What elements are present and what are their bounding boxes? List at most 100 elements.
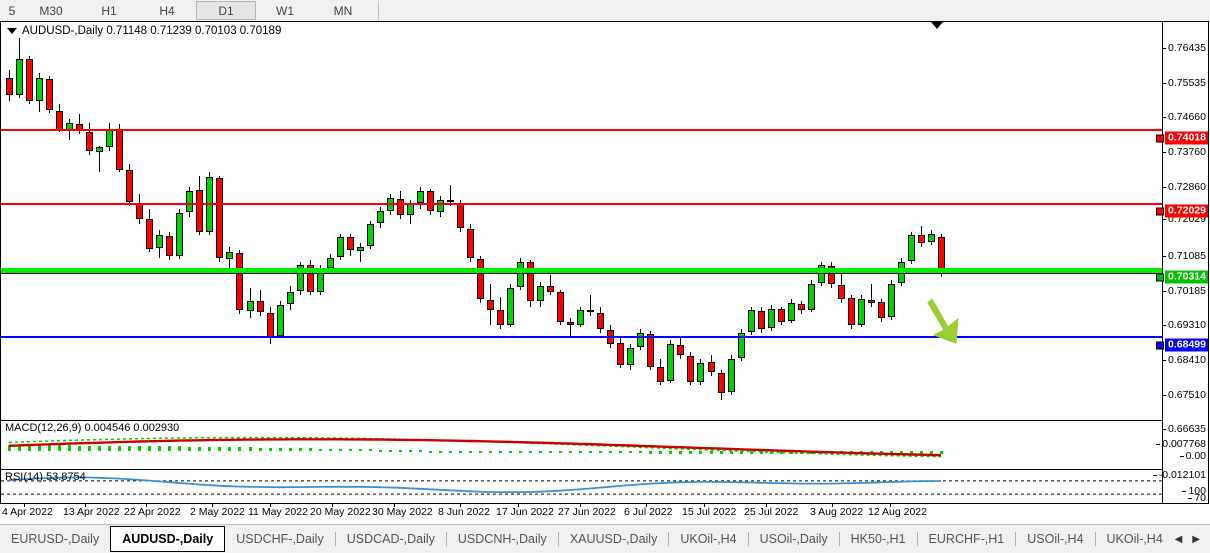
candle-body[interactable] — [627, 347, 634, 366]
timeframe-w1[interactable]: W1 — [276, 3, 294, 18]
candle-body[interactable] — [938, 237, 945, 274]
macd-pane[interactable]: MACD(12,26,9) 0.004546 0.002930 — [1, 420, 1162, 469]
candle-body[interactable] — [567, 322, 574, 326]
chart-frame[interactable]: AUDUSD-,Daily 0.71148 0.71239 0.70103 0.… — [0, 21, 1209, 525]
candle-body[interactable] — [788, 302, 795, 321]
candle-body[interactable] — [657, 367, 664, 382]
candle-body[interactable] — [397, 198, 404, 215]
candle-body[interactable] — [858, 299, 865, 325]
candle-body[interactable] — [106, 128, 113, 148]
candle-body[interactable] — [236, 252, 243, 311]
candle-body[interactable] — [6, 78, 13, 96]
price-badge-0.74018[interactable]: 0.74018 — [1156, 131, 1208, 145]
price-pane[interactable]: AUDUSD-,Daily 0.71148 0.71239 0.70103 0.… — [1, 22, 1162, 419]
candle-body[interactable] — [778, 309, 785, 322]
candle-body[interactable] — [878, 302, 885, 318]
down-arrow-annotation[interactable] — [926, 297, 971, 347]
chart-tab-ukoilh4[interactable]: UKOil-,H4 — [1106, 532, 1163, 546]
candle-body[interactable] — [367, 224, 374, 246]
level-handle[interactable] — [1156, 134, 1165, 142]
candle-body[interactable] — [798, 303, 805, 311]
candle-body[interactable] — [868, 299, 875, 303]
chart-tab-hk50h1[interactable]: HK50-,H1 — [850, 532, 906, 546]
candle-body[interactable] — [697, 362, 704, 383]
candle-body[interactable] — [908, 235, 915, 261]
tab-nav-prev-icon[interactable]: ◀ — [1174, 533, 1183, 545]
chart-tab-usdcaddaily[interactable]: USDCAD-,Daily — [346, 532, 435, 546]
level-handle[interactable] — [1156, 207, 1165, 215]
chart-tab-usoildaily[interactable]: USOil-,Daily — [759, 532, 828, 546]
candle-body[interactable] — [437, 199, 444, 212]
level-handle[interactable] — [1156, 273, 1165, 281]
candle-body[interactable] — [267, 313, 274, 337]
candle-body[interactable] — [647, 333, 654, 367]
candle-body[interactable] — [196, 189, 203, 232]
candle-body[interactable] — [637, 332, 644, 348]
candle-body[interactable] — [687, 356, 694, 382]
candle-body[interactable] — [347, 236, 354, 251]
candle-body[interactable] — [377, 211, 384, 224]
candle-body[interactable] — [116, 129, 123, 170]
timeframe-h1[interactable]: H1 — [101, 3, 117, 18]
candle-body[interactable] — [307, 264, 314, 292]
timeframe-mn[interactable]: MN — [333, 3, 353, 18]
chart-tab-usdchfdaily[interactable]: USDCHF-,Daily — [236, 532, 324, 546]
candle-body[interactable] — [36, 78, 43, 102]
chart-tab-eurchfh1[interactable]: EURCHF-,H1 — [928, 532, 1005, 546]
candle-body[interactable] — [56, 111, 63, 131]
price-badge-0.70314[interactable]: 0.70314 — [1156, 270, 1208, 284]
candle-body[interactable] — [26, 58, 33, 101]
timeframe-d1[interactable]: D1 — [196, 1, 256, 20]
candle-body[interactable] — [417, 190, 424, 204]
rsi-pane[interactable]: RSI(14) 53.8754 — [1, 469, 1162, 503]
chart-tab-ukoilh4[interactable]: UKOil-,H4 — [680, 532, 737, 546]
candle-body[interactable] — [888, 284, 895, 318]
candle-body[interactable] — [156, 235, 163, 249]
candle-body[interactable] — [497, 309, 504, 326]
candle-body[interactable] — [86, 132, 93, 152]
candle-body[interactable] — [447, 199, 454, 202]
candle-body[interactable] — [768, 308, 775, 329]
candle-body[interactable] — [537, 286, 544, 301]
candle-body[interactable] — [507, 287, 514, 325]
candle-body[interactable] — [718, 372, 725, 393]
candle-body[interactable] — [46, 78, 53, 110]
price-axis[interactable]: 0.76435 0.75535 0.74660 0.73760 0.72860 0.720… — [1152, 22, 1208, 525]
candle-body[interactable] — [427, 191, 434, 212]
candle-body[interactable] — [216, 177, 223, 258]
chart-tab-xauusddaily[interactable]: XAUUSD-,Daily — [569, 532, 658, 546]
candle-body[interactable] — [928, 233, 935, 243]
candle-body[interactable] — [487, 299, 494, 311]
candle-body[interactable] — [728, 359, 735, 393]
candle-body[interactable] — [457, 202, 464, 228]
candle-body[interactable] — [337, 237, 344, 258]
candle-body[interactable] — [708, 362, 715, 373]
candle-body[interactable] — [677, 344, 684, 356]
candle-body[interactable] — [277, 304, 284, 336]
level-handle[interactable] — [1156, 341, 1165, 349]
candle-body[interactable] — [557, 292, 564, 322]
candle-body[interactable] — [96, 147, 103, 152]
candle-body[interactable] — [577, 310, 584, 325]
price-badge-0.72029[interactable]: 0.72029 — [1156, 204, 1208, 218]
timeframe-m30[interactable]: M30 — [39, 3, 63, 18]
candle-body[interactable] — [617, 343, 624, 365]
candle-body[interactable] — [146, 219, 153, 249]
timeframe-h4[interactable]: H4 — [159, 3, 175, 18]
candle-body[interactable] — [758, 311, 765, 330]
candle-body[interactable] — [848, 298, 855, 326]
candle-body[interactable] — [918, 234, 925, 243]
chart-tab-usdcnhdaily[interactable]: USDCNH-,Daily — [457, 532, 547, 546]
candle-body[interactable] — [808, 284, 815, 310]
tab-nav-next-icon[interactable]: ▶ — [1192, 533, 1200, 545]
candle-body[interactable] — [467, 228, 474, 258]
candle-body[interactable] — [587, 309, 594, 313]
candle-body[interactable] — [136, 202, 143, 219]
candle-body[interactable] — [477, 258, 484, 300]
candle-body[interactable] — [186, 190, 193, 213]
level-line-0.68499[interactable] — [1, 335, 1162, 338]
candle-body[interactable] — [597, 313, 604, 330]
candle-body[interactable] — [16, 59, 23, 96]
candle-body[interactable] — [257, 301, 264, 313]
chart-tab-usoilh4[interactable]: USOil-,H4 — [1027, 532, 1084, 546]
